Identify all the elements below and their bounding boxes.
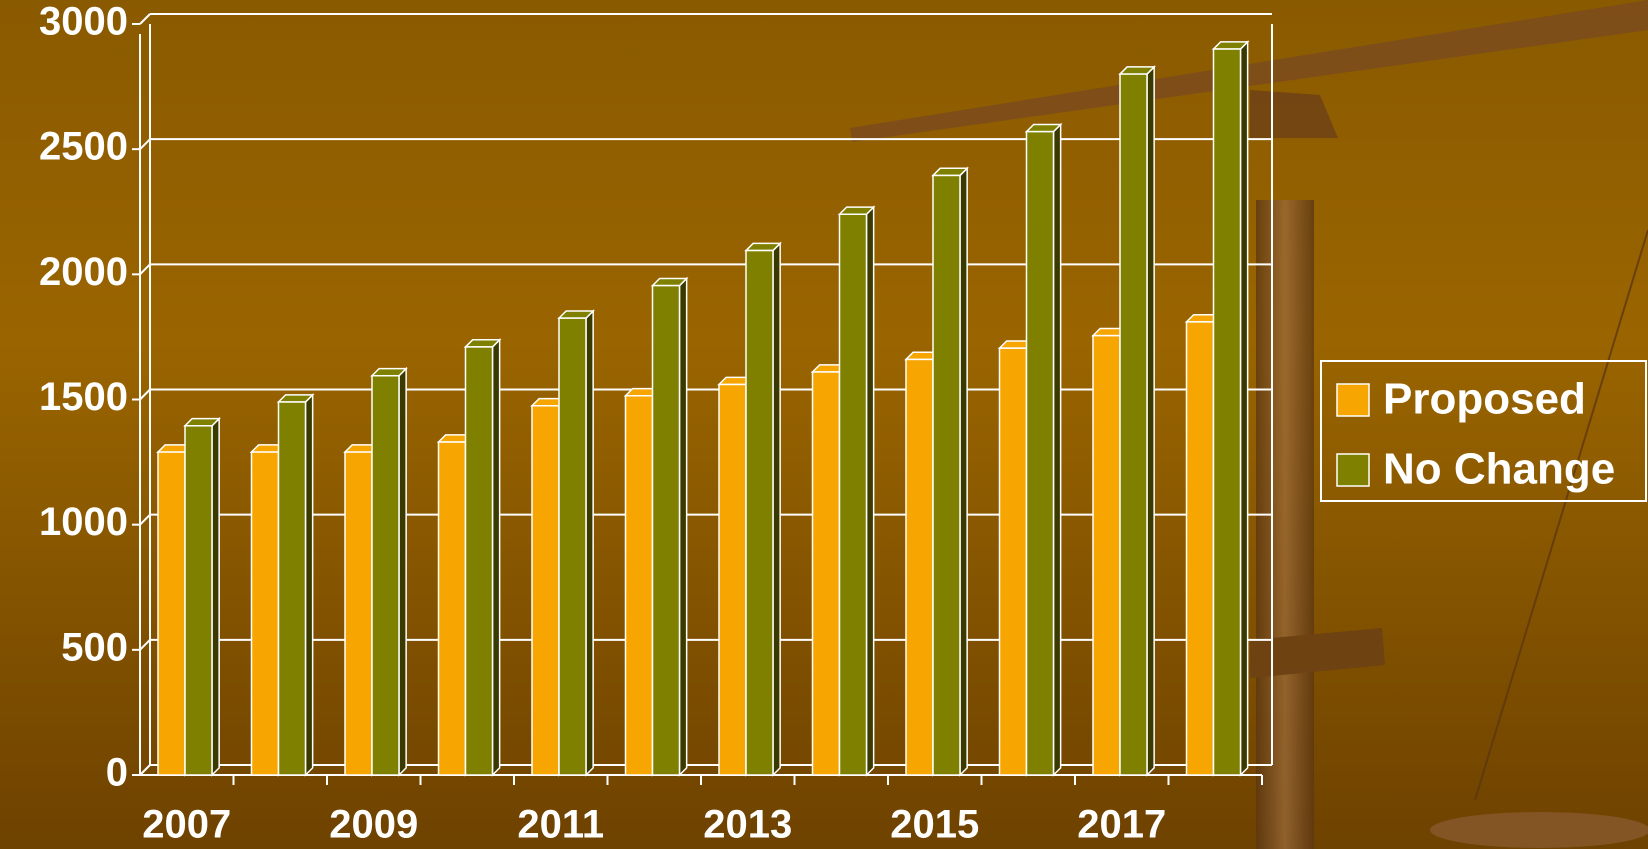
bar (1214, 49, 1241, 775)
x-tick-label: 2009 (329, 803, 418, 847)
bar-top (653, 278, 687, 285)
x-tick-label: 2015 (890, 803, 979, 847)
x-tick-label: 2017 (1077, 803, 1166, 847)
bar-side (306, 395, 313, 775)
bar (1000, 348, 1027, 775)
bar (906, 359, 933, 775)
bar (559, 318, 586, 775)
bar (1093, 336, 1120, 775)
y-tick-label: 3000 (39, 0, 128, 44)
bar-top (372, 369, 406, 376)
legend-swatch (1337, 384, 1369, 416)
bar (439, 442, 466, 775)
bar (933, 175, 960, 775)
legend-label: Proposed (1383, 375, 1586, 424)
bar (1027, 132, 1054, 775)
scale-pole (1256, 200, 1314, 849)
bar (252, 452, 279, 775)
bar-top (1027, 125, 1061, 132)
bar-side (1147, 67, 1154, 775)
x-tick-label: 2007 (142, 803, 231, 847)
bar-side (1241, 42, 1248, 775)
page: {"chart_data": {"type": "bar", "categori… (0, 0, 1648, 849)
bar (840, 214, 867, 775)
bar-top (1214, 42, 1248, 49)
bar-top (279, 395, 313, 402)
bar-top (746, 243, 780, 250)
bar-side (960, 168, 967, 775)
bar (719, 384, 746, 775)
bar-side (680, 278, 687, 775)
bar-top (559, 311, 593, 318)
legend-swatch (1337, 454, 1369, 486)
y-tick-label: 2000 (39, 250, 128, 294)
bar-side (867, 207, 874, 775)
bar (813, 372, 840, 775)
y-tick-label: 2500 (39, 125, 128, 169)
bar (466, 347, 493, 775)
bar-top (933, 168, 967, 175)
bar (372, 376, 399, 775)
bar (653, 286, 680, 775)
x-tick-label: 2011 (517, 803, 604, 847)
bar-side (586, 311, 593, 775)
legend-label: No Change (1383, 445, 1615, 494)
y-tick-label: 1000 (39, 500, 128, 544)
bar-top (466, 340, 500, 347)
bar-side (1054, 125, 1061, 775)
bar-top (840, 207, 874, 214)
bar (1187, 322, 1214, 775)
bar (185, 426, 212, 775)
bar-side (212, 419, 219, 775)
bar (1120, 74, 1147, 775)
bar (746, 251, 773, 775)
scale-pan (1430, 812, 1648, 848)
bar (345, 452, 372, 775)
bar-side (399, 369, 406, 775)
bar-top (1120, 67, 1154, 74)
bar-top (185, 419, 219, 426)
chart: 0 500 1000 1500 2000 2500 3000 2007 2009 2011 2013… (0, 0, 1648, 849)
bar (158, 452, 185, 775)
y-tick-label: 1500 (39, 375, 128, 419)
bar-side (493, 340, 500, 775)
y-tick-label: 500 (61, 625, 128, 669)
bar (626, 396, 653, 775)
bar (279, 402, 306, 775)
bar (532, 406, 559, 775)
bar-side (773, 243, 780, 775)
x-tick-label: 2013 (703, 803, 792, 847)
y-tick-label: 0 (106, 751, 128, 795)
